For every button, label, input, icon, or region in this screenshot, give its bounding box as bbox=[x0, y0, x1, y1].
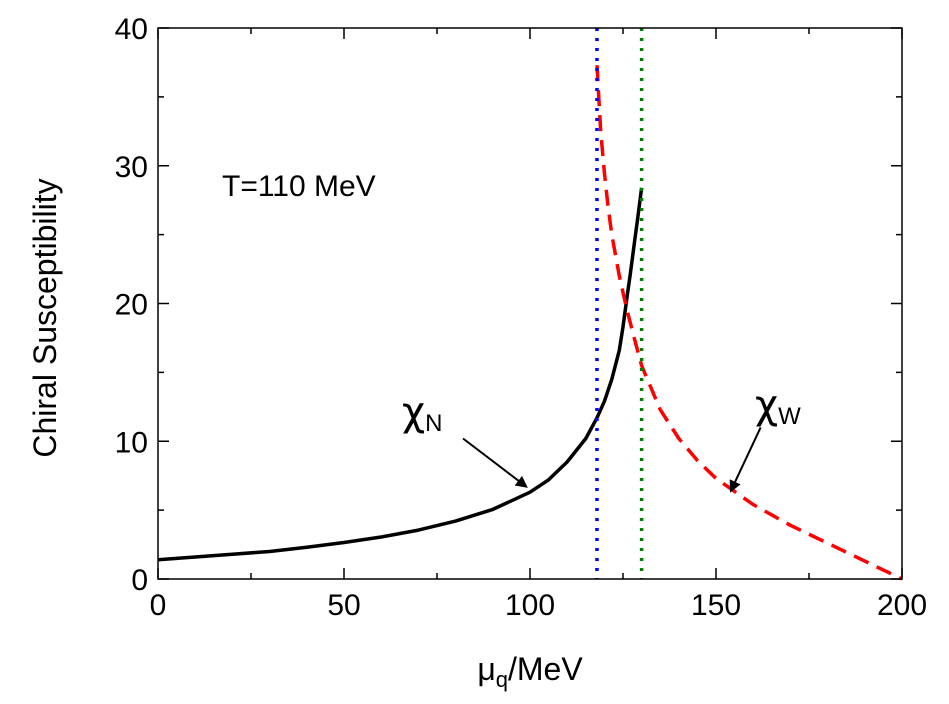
series-label-chi-w: χW bbox=[755, 382, 801, 430]
y-axis-title: Chiral Susceptibility bbox=[27, 178, 63, 457]
series-layer bbox=[157, 65, 903, 581]
y-tick-label: 30 bbox=[115, 151, 148, 184]
y-tick-label: 0 bbox=[131, 564, 148, 597]
chi-w-subscript: W bbox=[778, 403, 801, 430]
y-tick-label: 40 bbox=[115, 13, 148, 46]
annotation-temperature: T=110 MeV bbox=[222, 170, 376, 203]
x-tick-label: 50 bbox=[327, 589, 360, 622]
x-axis-title-mu: μ bbox=[477, 651, 495, 687]
x-axis-title-sub: q bbox=[496, 667, 508, 692]
x-axis-title: μq/MeV bbox=[477, 651, 583, 692]
arrow-chi-w bbox=[729, 427, 762, 493]
tick-layer: 0 50 100 150 200 0 10 20 30 40 bbox=[115, 13, 927, 622]
chi-n-symbol: χ bbox=[402, 389, 425, 435]
plot-frame bbox=[157, 27, 903, 580]
x-tick-label: 200 bbox=[877, 589, 927, 622]
chi-n-subscript: N bbox=[425, 410, 442, 437]
y-tick-label: 10 bbox=[115, 426, 148, 459]
series-line-chi-n bbox=[157, 187, 644, 562]
x-tick-label: 0 bbox=[150, 589, 167, 622]
chi-w-symbol: χ bbox=[755, 382, 778, 428]
y-tick-label: 20 bbox=[115, 289, 148, 322]
x-tick-label: 150 bbox=[691, 589, 741, 622]
arrow-layer bbox=[462, 427, 762, 493]
series-line-chi-w bbox=[595, 65, 903, 581]
arrow-chi-n bbox=[462, 437, 528, 488]
vline-layer bbox=[595, 28, 644, 579]
x-axis-title-unit: /MeV bbox=[508, 651, 583, 687]
x-tick-label: 100 bbox=[505, 589, 555, 622]
series-label-chi-n: χN bbox=[402, 389, 442, 437]
